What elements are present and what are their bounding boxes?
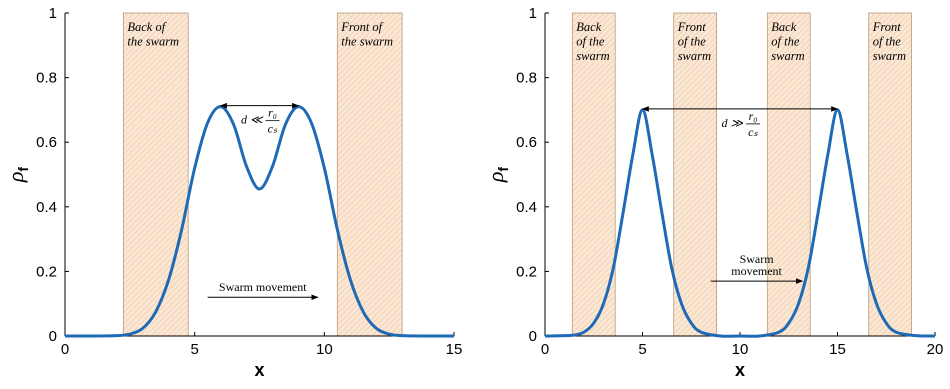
movement-label: movement — [731, 264, 782, 278]
y-tick-label: 0.4 — [36, 199, 57, 216]
y-tick-label: 0.4 — [516, 199, 537, 216]
x-tick-label: 5 — [190, 341, 198, 358]
swarm-zone — [122, 12, 189, 337]
swarm-zone — [868, 12, 913, 337]
distance-label-numerator: r₀ — [268, 106, 277, 120]
x-tick-label: 5 — [638, 341, 646, 358]
distance-label-denominator: cₛ — [748, 125, 758, 139]
y-tick-label: 1 — [49, 5, 57, 22]
movement-label: Swarm movement — [219, 280, 307, 294]
swarm-zone — [571, 12, 616, 337]
x-tick-label: 15 — [829, 341, 846, 358]
distance-label-prefix: d ≪ — [241, 113, 264, 127]
density-curve — [544, 108, 936, 338]
x-tick-label: 10 — [732, 341, 749, 358]
movement-label: Swarm — [740, 252, 775, 266]
y-tick-label: 1 — [529, 5, 537, 22]
zone-label: the swarm — [127, 35, 179, 49]
zone-label: Front — [872, 20, 902, 34]
zone-label: swarm — [771, 49, 804, 63]
distance-label-prefix: d ≫ — [721, 116, 743, 130]
y-axis-label-subscript: f — [15, 167, 31, 172]
y-tick-label: 0.8 — [516, 70, 537, 87]
y-axis-label: ρf — [483, 167, 511, 184]
density-curve — [64, 105, 455, 338]
zone-label: the swarm — [341, 35, 393, 49]
zone-label: swarm — [873, 49, 906, 63]
zone-label: of the — [576, 35, 605, 49]
y-axis-label-subscript: f — [495, 167, 511, 172]
x-tick-label: 0 — [61, 341, 69, 358]
zone-label: Back of — [127, 20, 166, 34]
zone-label: of the — [678, 35, 707, 49]
zone-label: swarm — [678, 49, 711, 63]
x-tick-label: 10 — [316, 341, 333, 358]
zone-label: of the — [873, 35, 902, 49]
x-tick-label: 0 — [541, 341, 549, 358]
y-tick-label: 0.2 — [516, 263, 537, 280]
distance-label-denominator: cₛ — [268, 122, 278, 136]
y-tick-label: 0 — [529, 328, 537, 345]
zone-label: of the — [771, 35, 800, 49]
y-tick-label: 0.6 — [36, 134, 57, 151]
y-tick-label: 0.8 — [36, 70, 57, 87]
y-tick-label: 0 — [49, 328, 57, 345]
y-tick-label: 0.2 — [36, 263, 57, 280]
swarm-zone — [336, 12, 403, 337]
x-axis-label: x — [254, 360, 264, 380]
zone-label: Front — [677, 20, 707, 34]
x-tick-label: 15 — [446, 341, 463, 358]
zone-label: Back — [771, 20, 796, 34]
y-tick-label: 0.6 — [516, 134, 537, 151]
zone-label: Back — [576, 20, 601, 34]
x-axis-label: x — [735, 360, 745, 380]
zone-label: swarm — [576, 49, 609, 63]
x-tick-label: 20 — [927, 341, 944, 358]
y-axis-label: ρf — [3, 167, 31, 184]
zone-label: Front of — [340, 20, 383, 34]
distance-label-numerator: r₀ — [749, 109, 758, 123]
